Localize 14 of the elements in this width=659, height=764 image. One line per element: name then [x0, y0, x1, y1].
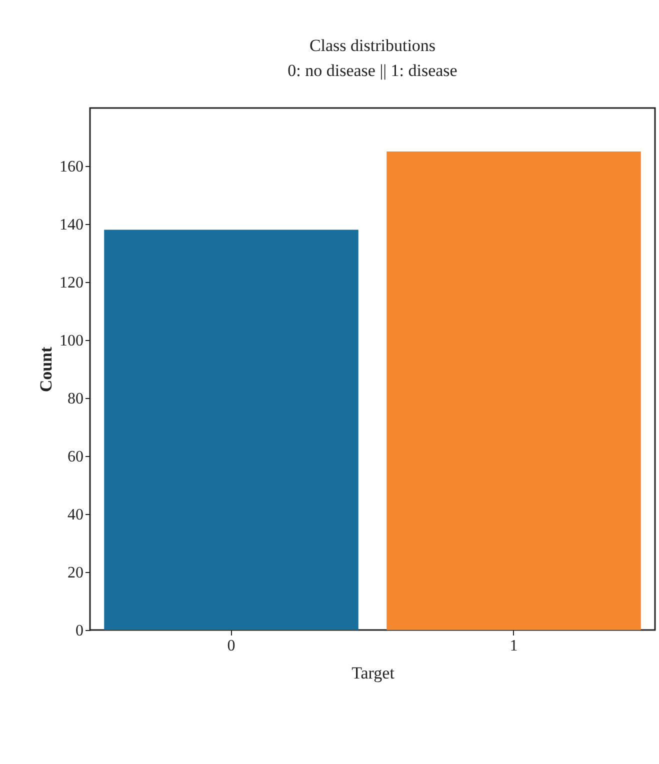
y-tick-label: 40 — [68, 506, 84, 524]
chart-subtitle: 0: no disease || 1: disease — [288, 61, 458, 80]
y-tick-label: 160 — [60, 158, 84, 176]
y-tick-label: 0 — [76, 622, 84, 640]
x-tick-label: 1 — [510, 638, 518, 654]
y-tick-label: 20 — [68, 564, 84, 582]
y-tick-label: 100 — [60, 332, 84, 350]
y-axis-title: Count — [36, 346, 56, 392]
y-tick-label: 80 — [68, 390, 84, 408]
x-axis-title: Target — [352, 664, 395, 682]
y-tick-label: 140 — [60, 216, 84, 234]
y-tick-label: 120 — [60, 274, 84, 292]
y-tick-label: 60 — [68, 448, 84, 466]
chart-title: Class distributions — [309, 36, 436, 55]
